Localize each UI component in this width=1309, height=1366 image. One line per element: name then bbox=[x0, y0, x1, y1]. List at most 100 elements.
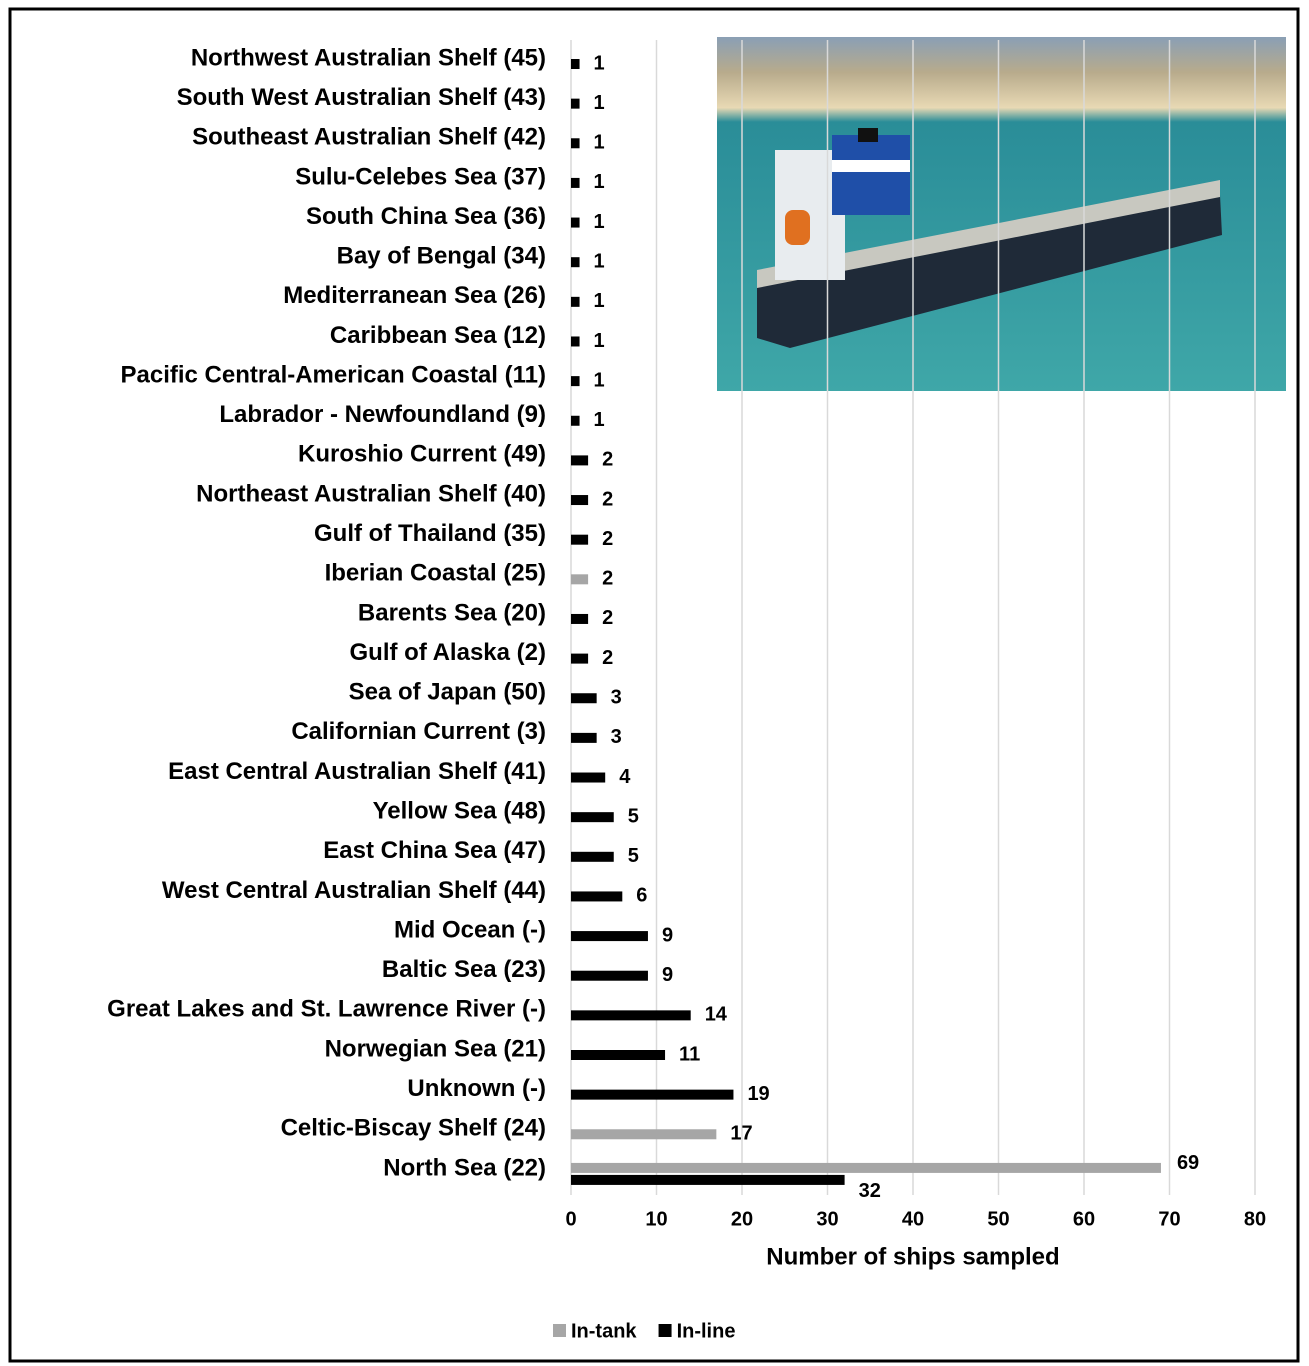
y-tick-label: Norwegian Sea (21) bbox=[325, 1035, 546, 1062]
y-tick-label: Mid Ocean (-) bbox=[394, 916, 546, 943]
y-tick-label: Sea of Japan (50) bbox=[349, 679, 546, 706]
bar bbox=[571, 296, 580, 307]
bar bbox=[571, 98, 580, 109]
bar bbox=[571, 257, 580, 268]
bar bbox=[571, 376, 580, 387]
y-tick-label: Sulu-Celebes Sea (37) bbox=[295, 163, 546, 190]
legend-label: In-line bbox=[677, 1320, 736, 1342]
bar bbox=[571, 772, 606, 783]
y-tick-label: Southeast Australian Shelf (42) bbox=[192, 124, 546, 151]
bar bbox=[571, 415, 580, 426]
data-label: 11 bbox=[679, 1043, 700, 1065]
y-tick-label: Gulf of Alaska (2) bbox=[350, 639, 546, 666]
data-label: 2 bbox=[602, 607, 613, 629]
bar bbox=[571, 693, 597, 704]
bar bbox=[571, 613, 589, 624]
bar bbox=[571, 1129, 717, 1140]
bar bbox=[571, 970, 648, 981]
bar bbox=[571, 1050, 666, 1060]
data-label: 9 bbox=[662, 924, 673, 946]
y-tick-label: Kuroshio Current (49) bbox=[298, 441, 546, 468]
y-tick-label: Gulf of Thailand (35) bbox=[314, 520, 546, 547]
bar bbox=[571, 336, 580, 347]
photo bbox=[717, 37, 1286, 391]
data-label: 1 bbox=[594, 92, 605, 114]
y-tick-label: East China Sea (47) bbox=[323, 837, 546, 864]
bar bbox=[571, 217, 580, 228]
bar bbox=[571, 851, 614, 862]
bar bbox=[571, 59, 580, 69]
bar bbox=[571, 1174, 845, 1185]
y-tick-label: Northeast Australian Shelf (40) bbox=[196, 480, 546, 507]
bar bbox=[571, 138, 580, 149]
data-label: 4 bbox=[619, 766, 631, 788]
y-tick-label: Yellow Sea (48) bbox=[373, 798, 546, 825]
data-label: 3 bbox=[611, 726, 622, 748]
data-label: 1 bbox=[594, 52, 605, 74]
y-tick-label: South China Sea (36) bbox=[306, 203, 546, 230]
bar bbox=[571, 455, 589, 466]
data-label: 1 bbox=[594, 369, 605, 391]
data-label: 9 bbox=[662, 964, 673, 986]
y-tick-label: Caribbean Sea (12) bbox=[330, 322, 546, 349]
y-tick-label: South West Australian Shelf (43) bbox=[177, 84, 546, 111]
legend-swatch bbox=[553, 1324, 566, 1337]
data-label: 1 bbox=[594, 330, 605, 352]
y-tick-label: Mediterranean Sea (26) bbox=[283, 282, 546, 309]
x-axis-title: Number of ships sampled bbox=[766, 1243, 1059, 1270]
bar bbox=[571, 495, 589, 506]
y-tick-label: Celtic-Biscay Shelf (24) bbox=[281, 1115, 546, 1142]
data-label: 2 bbox=[602, 449, 613, 471]
bar bbox=[571, 574, 589, 585]
y-tick-label: Labrador - Newfoundland (9) bbox=[219, 401, 546, 428]
legend-swatch bbox=[658, 1324, 672, 1337]
y-tick-label: Pacific Central-American Coastal (11) bbox=[121, 361, 547, 388]
data-label: 1 bbox=[594, 250, 605, 272]
y-tick-label: Northwest Australian Shelf (45) bbox=[191, 44, 546, 71]
x-tick-label: 40 bbox=[902, 1208, 924, 1230]
data-label: 14 bbox=[705, 1004, 728, 1026]
data-label: 2 bbox=[602, 647, 613, 669]
data-label: 5 bbox=[628, 845, 639, 867]
data-label: 2 bbox=[602, 488, 613, 510]
bar bbox=[571, 1010, 691, 1021]
y-tick-label: North Sea (22) bbox=[383, 1154, 546, 1181]
legend-label: In-tank bbox=[571, 1320, 637, 1342]
data-label: 3 bbox=[611, 687, 622, 709]
y-tick-label: Great Lakes and St. Lawrence River (-) bbox=[107, 996, 546, 1023]
data-label: 5 bbox=[628, 805, 639, 827]
x-tick-label: 10 bbox=[645, 1208, 667, 1230]
data-label: 1 bbox=[594, 171, 605, 193]
x-tick-label: 30 bbox=[816, 1208, 838, 1230]
data-label: 69 bbox=[1177, 1152, 1199, 1174]
bar bbox=[571, 931, 648, 942]
y-tick-label: Unknown (-) bbox=[407, 1075, 546, 1102]
data-label: 1 bbox=[594, 211, 605, 233]
data-label: 32 bbox=[859, 1180, 881, 1202]
x-tick-label: 0 bbox=[565, 1208, 576, 1230]
data-label: 1 bbox=[594, 409, 605, 431]
y-tick-label: West Central Australian Shelf (44) bbox=[162, 877, 546, 904]
bar bbox=[571, 653, 589, 664]
bar bbox=[571, 732, 597, 743]
x-tick-label: 50 bbox=[987, 1208, 1009, 1230]
x-tick-label: 70 bbox=[1158, 1208, 1180, 1230]
y-tick-label: Californian Current (3) bbox=[291, 718, 546, 745]
bar bbox=[571, 891, 623, 902]
y-tick-label: Bay of Bengal (34) bbox=[337, 243, 546, 270]
bar bbox=[571, 1162, 1161, 1173]
x-tick-label: 60 bbox=[1073, 1208, 1095, 1230]
data-label: 2 bbox=[602, 528, 613, 550]
y-tick-label: Iberian Coastal (25) bbox=[325, 560, 546, 587]
bar bbox=[571, 534, 589, 545]
data-label: 1 bbox=[594, 290, 605, 312]
data-label: 6 bbox=[636, 885, 647, 907]
x-tick-label: 20 bbox=[731, 1208, 753, 1230]
bar bbox=[571, 812, 614, 823]
bar bbox=[571, 177, 580, 188]
x-tick-label: 80 bbox=[1244, 1208, 1266, 1230]
data-label: 2 bbox=[602, 568, 613, 590]
y-tick-label: Baltic Sea (23) bbox=[382, 956, 546, 983]
data-label: 17 bbox=[730, 1123, 752, 1145]
